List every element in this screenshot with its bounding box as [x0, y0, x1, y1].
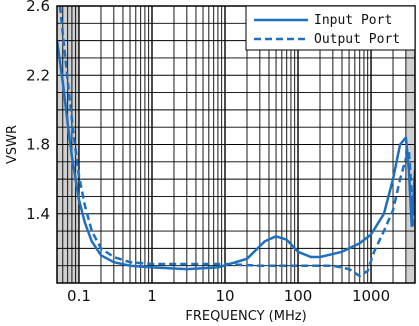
x-tick-label: 1	[147, 287, 157, 305]
x-tick-label: 100	[284, 287, 313, 305]
y-tick-label: 2.6	[26, 0, 50, 15]
plot-frame	[56, 5, 416, 284]
series-layer	[57, 6, 415, 278]
legend: Input Port Output Port	[245, 5, 416, 51]
y-tick-label: 1.4	[26, 205, 50, 223]
x-tick-label: 0.1	[67, 287, 91, 305]
series-line-output-port	[58, 6, 415, 278]
series-line-input-port	[57, 40, 415, 271]
legend-box	[245, 5, 416, 51]
x-axis-label: FREQUENCY (MHz)	[185, 309, 306, 324]
x-tick-label: 1000	[352, 287, 390, 305]
y-axis-label: VSWR	[5, 125, 20, 164]
x-tick-label: 10	[215, 287, 234, 305]
y-tick-label: 1.8	[26, 136, 50, 154]
legend-label-input-port: Input Port	[314, 13, 392, 28]
y-tick-label: 2.2	[26, 66, 50, 84]
legend-label-output-port: Output Port	[314, 32, 400, 47]
tick-label-layer: 0.1 1 10 100 1000 1.4 1.8 2.2 2.6	[26, 0, 390, 305]
